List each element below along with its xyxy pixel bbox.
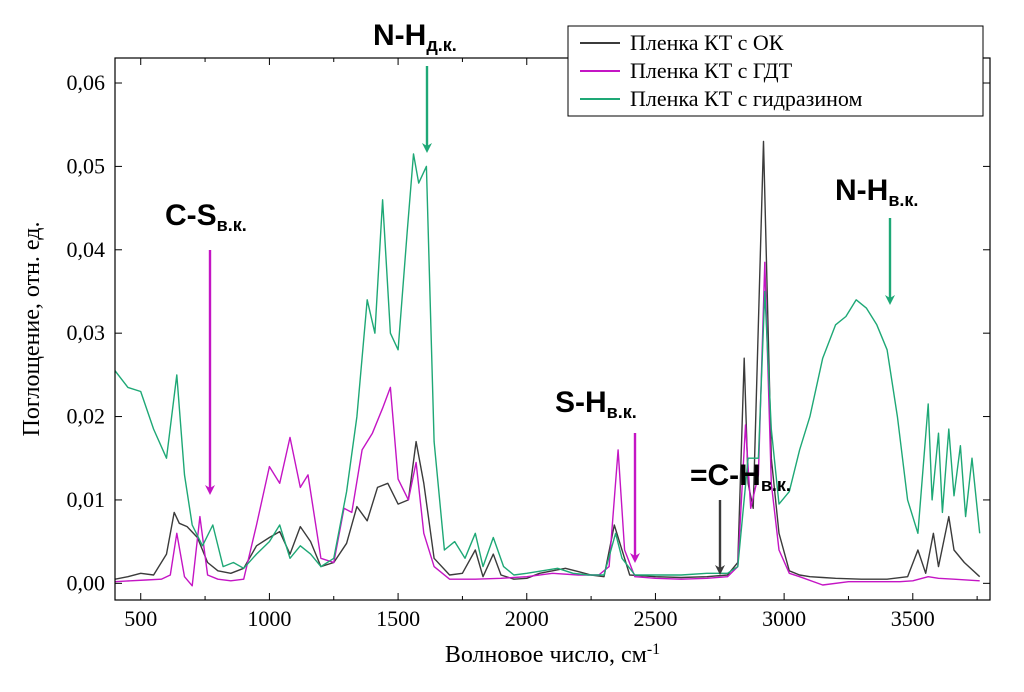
svg-text:C-Sв.к.: C-Sв.к. [165, 199, 247, 235]
annotation-sh: S-Hв.к. [555, 386, 637, 558]
x-tick-label: 3500 [891, 606, 935, 631]
legend-label: Пленка КТ с ГДТ [630, 58, 793, 83]
y-tick-label: 0,02 [67, 404, 106, 429]
x-axis-title: Волновое число, см-1 [445, 641, 660, 668]
annotation-nhd: N-Hд.к. [373, 19, 457, 148]
y-tick-label: 0,01 [67, 487, 106, 512]
annotation-nhv: N-Hв.к. [835, 174, 918, 300]
y-tick-label: 0,00 [67, 570, 106, 595]
x-tick-label: 500 [124, 606, 157, 631]
plot-frame [115, 58, 990, 600]
svg-text:N-Hд.к.: N-Hд.к. [373, 19, 457, 55]
y-tick-label: 0,04 [67, 237, 106, 262]
y-tick-label: 0,03 [67, 320, 106, 345]
y-axis-title: Поглощение, отн. ед. [19, 222, 45, 437]
y-tick-label: 0,05 [67, 153, 106, 178]
legend-label: Пленка КТ с ОК [630, 30, 784, 55]
spectrum-chart: 500 1000 1500 2000 2500 3000 3500 0,00 0,01 0,02 0… [0, 0, 1024, 692]
x-tick-label: 1000 [247, 606, 291, 631]
svg-text:S-Hв.к.: S-Hв.к. [555, 386, 637, 422]
annotation-cs: C-Sв.к. [165, 199, 247, 490]
y-tick-label: 0,06 [67, 70, 106, 95]
svg-text:N-Hв.к.: N-Hв.к. [835, 174, 918, 210]
x-tick-label: 1500 [376, 606, 420, 631]
svg-text:=C-Hв.к.: =C-Hв.к. [690, 459, 791, 495]
x-tick-label: 2000 [505, 606, 549, 631]
x-tick-label: 3000 [762, 606, 806, 631]
x-tick-label: 2500 [633, 606, 677, 631]
legend-label: Пленка КТ с гидразином [630, 86, 862, 111]
series-line [115, 141, 980, 579]
